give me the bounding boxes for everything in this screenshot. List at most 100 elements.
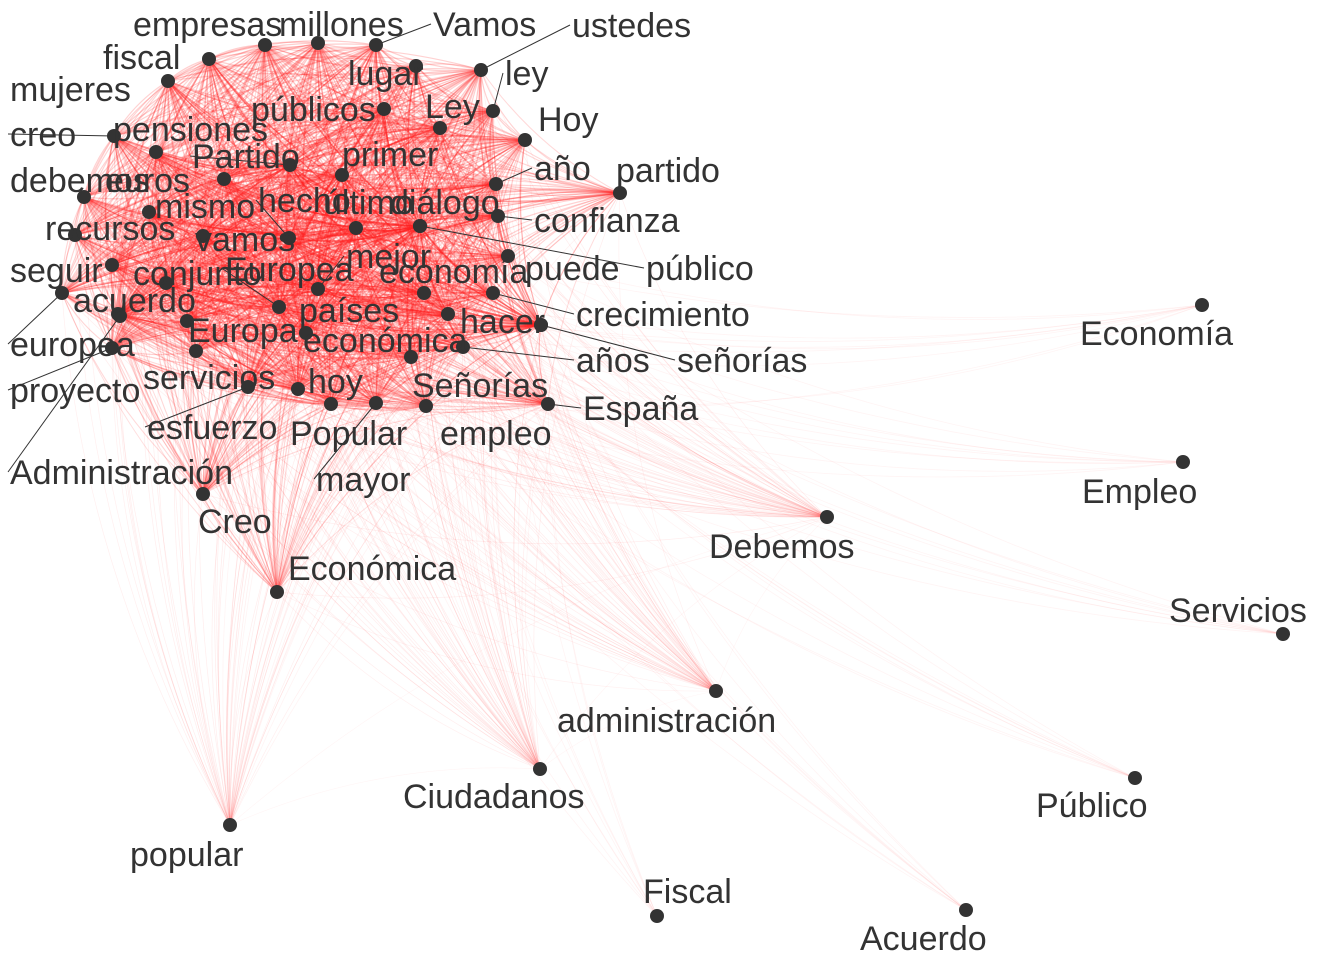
edge-empleo-Ciudadanos	[425, 405, 541, 770]
edge-Popular-Creo	[202, 403, 332, 495]
edge-Hoy-seguir	[111, 139, 526, 266]
edge-Europea-administracion	[278, 306, 717, 692]
edge-Senorias-Popular	[330, 356, 412, 405]
edge-pensiones-Senorias	[155, 151, 412, 358]
edge-ley-mismo	[148, 110, 494, 213]
edge-primer-senorias	[341, 174, 542, 326]
edge-publicos-Partido	[289, 108, 385, 166]
edge-partido-Creo	[202, 192, 621, 495]
edge-Senorias-Administracion	[119, 312, 412, 358]
node-Partido	[283, 158, 297, 172]
edge-economia-servicios	[195, 292, 425, 352]
edge-mejor-hacer	[317, 288, 542, 328]
edge-empresas-crecimiento	[264, 44, 494, 294]
node-servicios	[189, 344, 203, 358]
edge-Espana-Publico	[547, 403, 1136, 779]
edge-creo-senorias	[113, 135, 542, 326]
edge-millones-mujeres	[167, 42, 319, 82]
edge-pensiones-mayor	[155, 151, 377, 404]
edge-publicos-empleo	[380, 108, 427, 407]
edge-ustedes-mujeres	[167, 55, 482, 82]
edge-ustedes-recursos	[74, 69, 482, 236]
edge-empleo-Publico	[425, 405, 1136, 779]
edge-publicos-Hoy	[383, 108, 526, 141]
leader-line-Partido	[189, 155, 291, 166]
edge-euros-ultimo	[223, 178, 357, 229]
edge-lugar-hoy	[297, 65, 417, 390]
edge-millones-Senorias	[317, 42, 412, 358]
edge-seguir-servicios	[111, 264, 197, 352]
node-lugar	[409, 59, 423, 73]
edge-recursos-economica	[74, 234, 307, 334]
edge-millones-acuerdo	[117, 42, 319, 315]
edge-hecho-Popular	[288, 237, 332, 405]
edge-economica-Senorias	[305, 332, 412, 358]
edge-partido-esfuerzo	[247, 192, 621, 388]
edge-partido-hecho	[288, 188, 621, 239]
node-publicos	[377, 102, 391, 116]
edge-millones-mismo	[148, 42, 319, 213]
edge-fiscal-hecho	[208, 58, 290, 239]
edge-crecimiento-empleo	[425, 292, 494, 407]
edge-ustedes-crecimiento	[472, 69, 494, 294]
edge-hecho-popular	[217, 237, 290, 826]
edge-mujeres-Popular	[167, 80, 332, 405]
edge-Vamos-Europea	[278, 44, 377, 308]
edge-Senorias-Economica	[276, 356, 412, 593]
edge-debemos-empleo	[83, 196, 427, 407]
edge-paises-administracion	[447, 313, 717, 692]
edge-Vamos-publico	[375, 44, 421, 227]
edge-Europa-hoy	[186, 320, 299, 390]
edge-fiscal-mejor	[208, 58, 319, 290]
edge-Europea-Debemos	[278, 306, 828, 518]
edge-empleo-Debemos	[425, 405, 828, 518]
edge-creo-hacer	[113, 135, 542, 326]
edge-ley-Europea	[278, 110, 494, 308]
edge-millones-Administracion	[119, 42, 319, 317]
edge-recursos-Creo	[74, 234, 204, 495]
edge-seguir-hoy	[111, 264, 299, 390]
edge-empresas-seguir	[111, 44, 266, 266]
edge-Hoy-euros	[223, 135, 526, 180]
edge-partido-mejor	[317, 192, 621, 290]
node-ustedes	[474, 63, 488, 77]
edge-vamos-Popular	[202, 235, 332, 405]
node-seguir	[105, 258, 119, 272]
edge-anos-Ciudadanos	[462, 346, 541, 770]
edge-puede-europea	[61, 243, 509, 294]
edge-partido-mismo	[148, 172, 621, 213]
edge-empresas-proyecto	[111, 44, 266, 349]
edge-vamos-Economica	[202, 235, 278, 593]
edge-Europea-Ciudadanos	[278, 306, 541, 770]
edge-anos-Administracion	[119, 307, 464, 348]
edge-anos-esfuerzo	[247, 345, 464, 388]
edge-debemos-economia	[83, 196, 425, 294]
edge-Hoy-pensiones	[155, 122, 526, 153]
edge-economia-administracion	[423, 292, 717, 692]
edge-debemos-Ciudadanos	[83, 196, 541, 770]
edge-hecho-conjunto	[165, 237, 290, 284]
edge-lugar-euros	[223, 65, 417, 180]
edge-Espana-Debemos	[547, 403, 828, 518]
edge-Espana-esfuerzo	[247, 375, 549, 405]
edge-publicos-ano	[383, 108, 497, 185]
edge-confianza-empleo	[425, 215, 499, 407]
edge-mismo-proyecto	[111, 211, 150, 349]
edge-europea-Creo	[61, 292, 204, 495]
edge-recursos-Espana	[74, 234, 549, 405]
edge-senorias-Espana	[538, 324, 549, 405]
edge-Ley-Senorias	[407, 127, 441, 358]
edge-publicos-partido	[383, 108, 621, 194]
edge-debemos-Economica	[83, 196, 278, 593]
edge-recursos-Economica	[74, 234, 278, 593]
edge-Vamos-euros	[223, 44, 377, 180]
edge-Europa-mayor	[186, 320, 377, 404]
edge-euros-anos	[223, 178, 464, 348]
edge-conjunto-hacer	[165, 282, 542, 332]
edge-creo-mejor	[113, 135, 319, 290]
edge-empresas-Espana	[264, 44, 549, 405]
edge-pensiones-Creo	[151, 151, 204, 495]
edge-primer-servicios	[195, 174, 343, 352]
edge-Hoy-creo	[113, 112, 526, 141]
edge-recursos-Ciudadanos	[74, 234, 541, 770]
